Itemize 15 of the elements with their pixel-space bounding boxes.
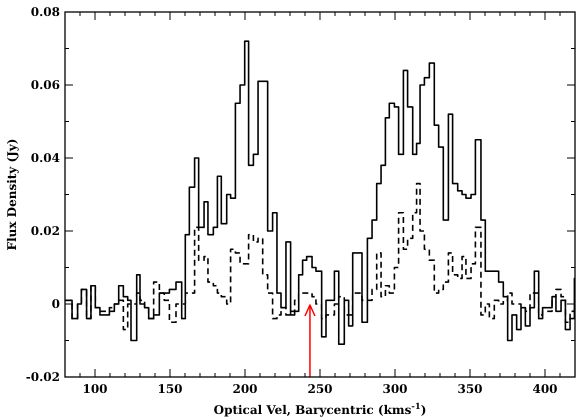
x-tick-label: 100: [82, 382, 108, 396]
x-tick-label: 150: [157, 382, 183, 396]
y-axis-title: Flux Density (Jy): [5, 138, 19, 250]
y-tick-label: 0.08: [30, 5, 60, 19]
x-axis-title: Optical Vel, Barycentric (kms$^{-1}$): [214, 401, 426, 417]
x-tick-label: 400: [532, 382, 558, 396]
y-tick-label: 0.04: [30, 151, 60, 165]
y-tick-label: -0.02: [26, 370, 60, 384]
y-tick-label: 0: [52, 297, 60, 311]
x-tick-label: 250: [307, 382, 333, 396]
x-tick-label: 350: [457, 382, 483, 396]
y-tick-label: 0.02: [30, 224, 60, 238]
x-tick-label: 200: [232, 382, 258, 396]
y-tick-label: 0.06: [30, 78, 60, 92]
x-tick-label: 300: [382, 382, 408, 396]
